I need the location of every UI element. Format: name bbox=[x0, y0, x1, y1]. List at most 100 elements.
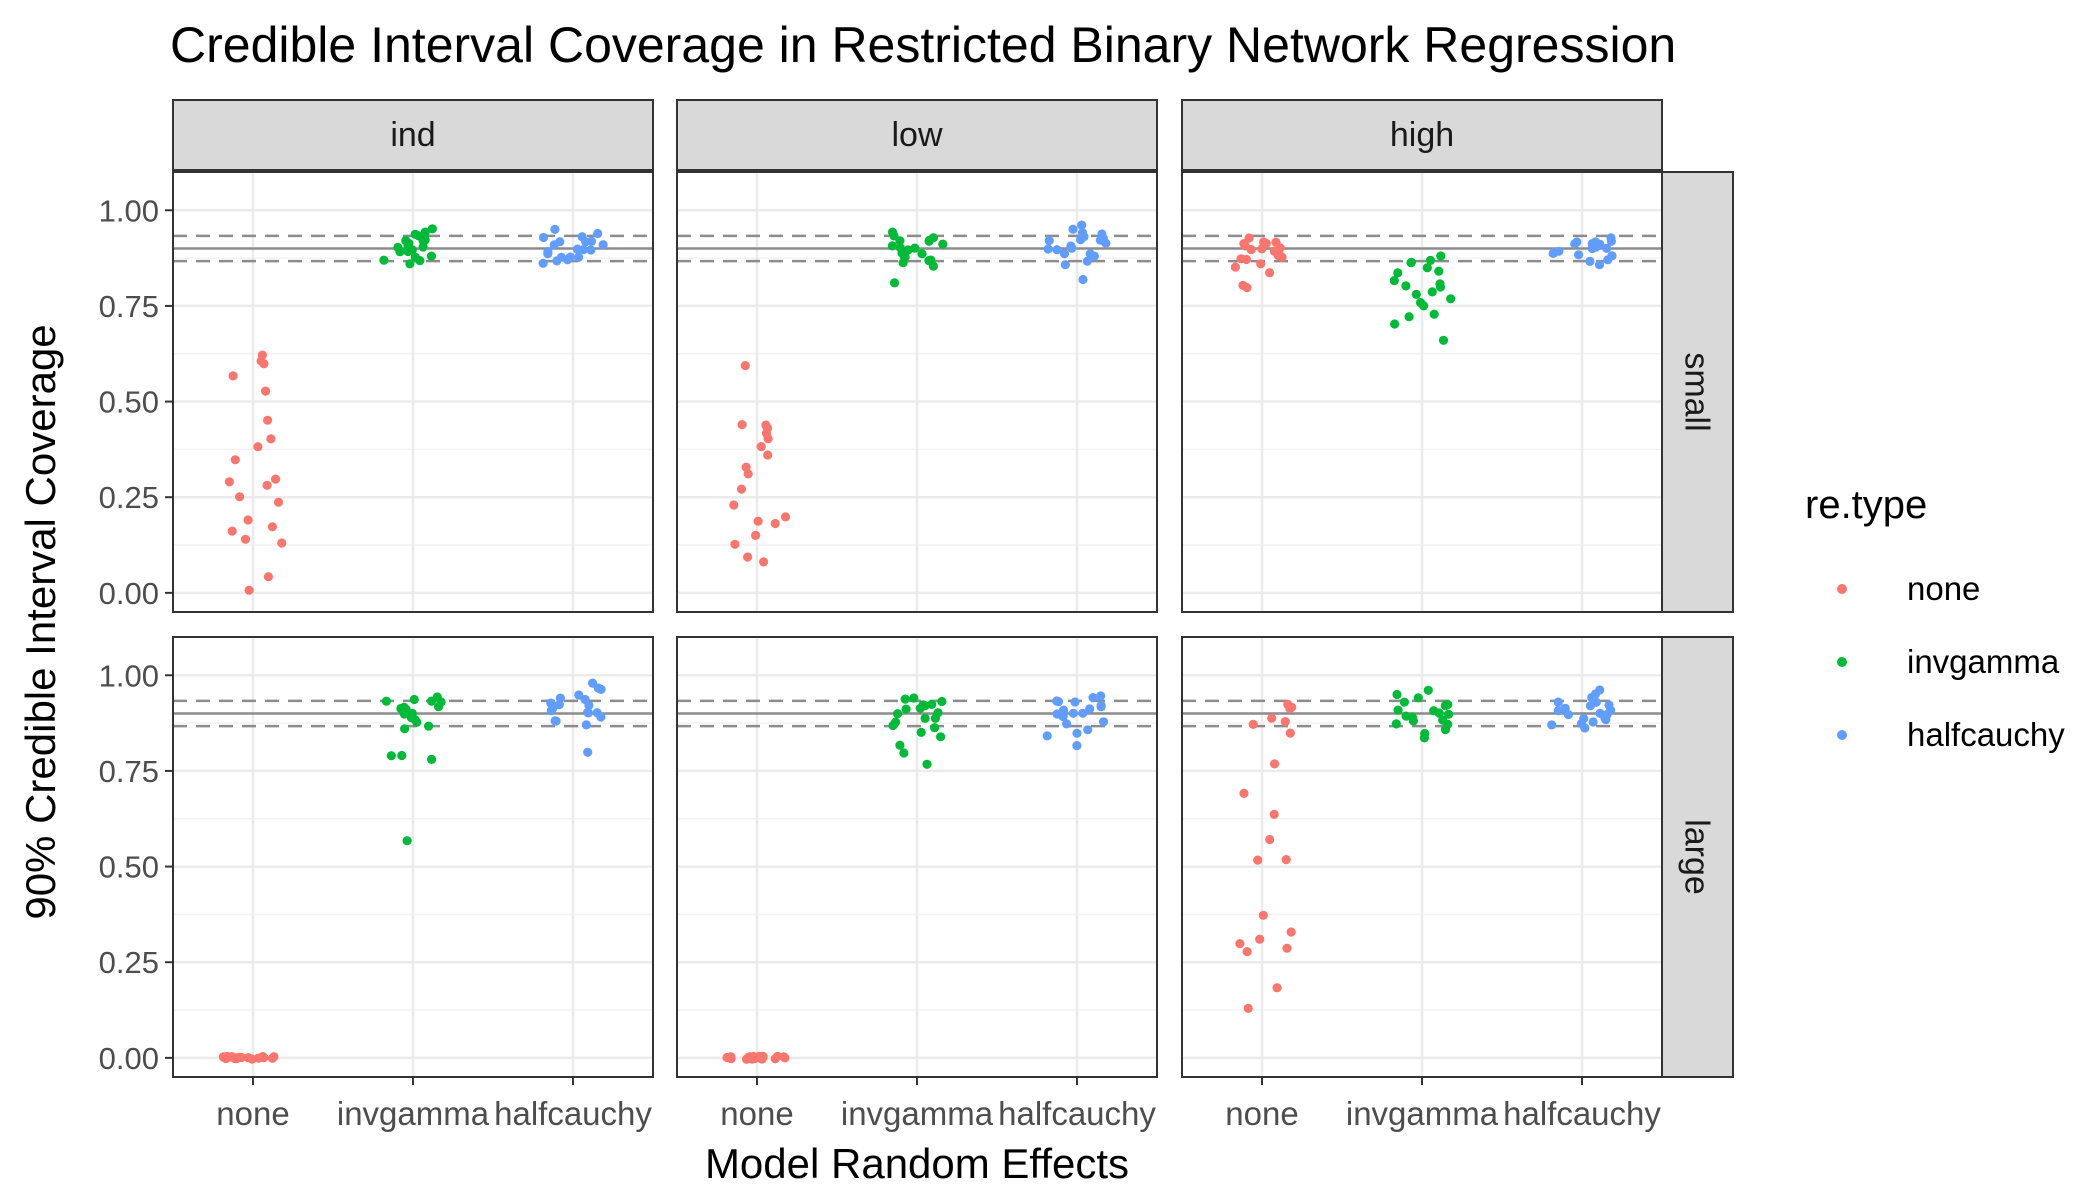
data-point-halfcauchy bbox=[1089, 251, 1099, 261]
row-strip-large: large bbox=[1661, 636, 1734, 1078]
data-point-none bbox=[235, 492, 245, 502]
data-point-none bbox=[1265, 834, 1275, 845]
data-point-invgamma bbox=[930, 713, 941, 723]
data-point-none bbox=[1242, 283, 1252, 293]
data-point-none bbox=[224, 477, 234, 487]
data-point-halfcauchy bbox=[550, 224, 560, 234]
legend-title: re.type bbox=[1805, 483, 1927, 527]
data-point-none bbox=[751, 530, 761, 541]
data-point-invgamma bbox=[402, 836, 412, 846]
data-point-none bbox=[780, 512, 791, 522]
data-point-halfcauchy bbox=[552, 256, 562, 266]
data-point-halfcauchy bbox=[586, 245, 596, 255]
data-point-invgamma bbox=[887, 241, 898, 251]
legend-key bbox=[1837, 730, 1847, 740]
data-point-none bbox=[1265, 268, 1275, 278]
data-point-invgamma bbox=[1427, 287, 1437, 297]
chart-title: Credible Interval Coverage in Restricted… bbox=[170, 17, 1676, 73]
data-point-invgamma bbox=[889, 278, 900, 288]
data-point-halfcauchy bbox=[1603, 255, 1613, 265]
data-point-halfcauchy bbox=[548, 703, 558, 713]
legend-item-halfcauchy: halfcauchy bbox=[1837, 716, 2065, 753]
x-tick-label: halfcauchy bbox=[494, 1095, 652, 1132]
data-point-none bbox=[253, 442, 263, 452]
data-point-invgamma bbox=[930, 723, 940, 733]
data-point-halfcauchy bbox=[1601, 715, 1611, 725]
data-point-invgamma bbox=[418, 235, 428, 245]
data-point-invgamma bbox=[1438, 335, 1449, 345]
data-point-none bbox=[261, 386, 271, 396]
panel-small-ind: 0.00 0.25 0.50 0.75 1.00 bbox=[99, 171, 654, 613]
data-point-invgamma bbox=[1399, 697, 1409, 707]
data-point-none bbox=[259, 359, 269, 369]
y-axis-label: 90% Credible Interval Coverage bbox=[17, 324, 64, 919]
x-tick-label: invgamma bbox=[337, 1095, 490, 1132]
data-point-none bbox=[736, 484, 747, 494]
data-point-halfcauchy bbox=[1548, 248, 1558, 258]
col-strip-high: high bbox=[1181, 99, 1663, 171]
data-point-none bbox=[1255, 934, 1265, 944]
col-strip-label: low bbox=[891, 116, 942, 154]
y-tick-label: 0.25 bbox=[99, 480, 159, 515]
data-point-none bbox=[266, 434, 276, 444]
data-point-none bbox=[747, 1054, 757, 1064]
legend-label: invgamma bbox=[1907, 643, 2060, 680]
data-point-invgamma bbox=[917, 249, 927, 259]
data-point-none bbox=[277, 538, 287, 548]
data-point-invgamma bbox=[1390, 319, 1400, 329]
data-point-none bbox=[757, 1054, 767, 1064]
data-point-halfcauchy bbox=[572, 244, 583, 254]
panel-small-low bbox=[676, 171, 1158, 613]
panel-large-low: none invgamma halfcauchy bbox=[676, 636, 1158, 1132]
data-point-none bbox=[759, 557, 769, 567]
data-point-none bbox=[263, 415, 273, 425]
row-strip-label: large bbox=[1678, 819, 1716, 895]
x-tick-label: none bbox=[1225, 1095, 1298, 1132]
data-point-invgamma bbox=[418, 242, 428, 252]
data-point-invgamma bbox=[1404, 312, 1414, 322]
legend-item-invgamma: invgamma bbox=[1837, 643, 2060, 680]
data-point-invgamma bbox=[1440, 725, 1451, 735]
data-point-invgamma bbox=[901, 704, 911, 714]
data-point-invgamma bbox=[900, 694, 910, 704]
data-point-none bbox=[267, 1053, 278, 1063]
data-point-halfcauchy bbox=[1574, 250, 1584, 260]
data-point-none bbox=[743, 469, 753, 479]
data-point-none bbox=[763, 434, 773, 444]
data-point-none bbox=[1272, 983, 1282, 993]
data-point-halfcauchy bbox=[1580, 723, 1590, 733]
data-point-halfcauchy bbox=[538, 258, 548, 268]
data-point-none bbox=[729, 500, 739, 510]
data-point-invgamma bbox=[1440, 700, 1450, 711]
data-point-halfcauchy bbox=[1082, 256, 1092, 266]
y-tick-label: 0.75 bbox=[99, 289, 159, 324]
data-point-halfcauchy bbox=[1070, 697, 1080, 707]
col-strip-ind: ind bbox=[172, 99, 654, 171]
data-point-none bbox=[737, 420, 747, 430]
data-point-none bbox=[1246, 245, 1256, 255]
legend-key bbox=[1837, 657, 1847, 667]
data-point-invgamma bbox=[1391, 719, 1401, 729]
x-tick-label: halfcauchy bbox=[1503, 1095, 1661, 1132]
x-tick-label: none bbox=[216, 1095, 289, 1132]
data-point-invgamma bbox=[427, 224, 437, 234]
data-point-halfcauchy bbox=[1096, 702, 1106, 712]
x-tick-label: invgamma bbox=[841, 1095, 994, 1132]
data-point-invgamma bbox=[1434, 266, 1444, 276]
data-point-invgamma bbox=[1446, 294, 1456, 304]
data-point-invgamma bbox=[427, 754, 437, 765]
data-point-none bbox=[1241, 254, 1252, 265]
col-strip-label: ind bbox=[390, 116, 435, 154]
data-point-invgamma bbox=[395, 247, 405, 257]
data-point-halfcauchy bbox=[1068, 224, 1078, 234]
data-point-halfcauchy bbox=[1085, 704, 1095, 714]
data-point-none bbox=[743, 552, 753, 562]
data-point-invgamma bbox=[1419, 733, 1429, 743]
data-point-invgamma bbox=[936, 732, 946, 742]
data-point-invgamma bbox=[1401, 711, 1411, 721]
data-point-halfcauchy bbox=[583, 707, 593, 717]
data-point-invgamma bbox=[928, 261, 939, 271]
panel-large-ind: 0.00 0.25 0.50 0.75 1.00 none invgamma halfcauc… bbox=[99, 636, 654, 1132]
data-point-invgamma bbox=[1393, 705, 1403, 715]
data-point-none bbox=[756, 442, 766, 452]
